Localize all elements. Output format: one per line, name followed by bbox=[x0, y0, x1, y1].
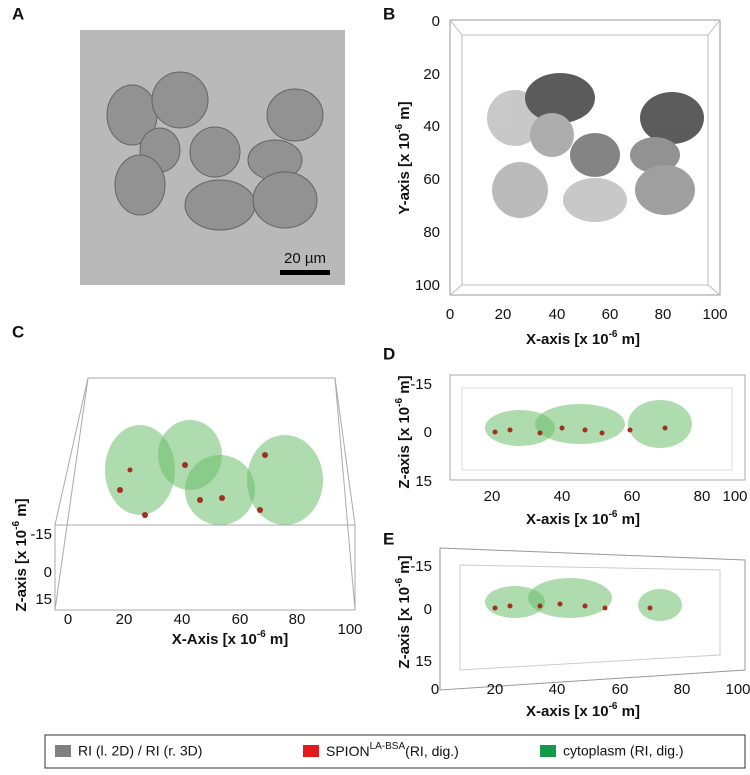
axis-title-text: X-Axis [x 10 bbox=[172, 631, 257, 648]
x-tick-label: 60 bbox=[602, 306, 619, 323]
axis-title-superscript: -6 bbox=[609, 329, 618, 340]
x-axis-title: X-axis [x 10-6 m] bbox=[526, 329, 640, 348]
panel-label: A bbox=[12, 4, 24, 23]
cells-2d bbox=[106, 71, 324, 231]
y-axis-title: Z-axis [x 10-6 m] bbox=[11, 498, 30, 611]
axis-title-text: X-axis [x 10 bbox=[526, 703, 609, 720]
x-tick-label: 0 bbox=[64, 611, 72, 628]
x-tick-label: 100 bbox=[722, 488, 747, 505]
plot-box bbox=[449, 374, 746, 481]
axis-title-text: Z-axis [x 10 bbox=[396, 587, 413, 669]
x-axis-title: X-axis [x 10-6 m] bbox=[526, 701, 640, 720]
x-tick-label: 40 bbox=[174, 611, 191, 628]
y-tick-label: 0 bbox=[424, 601, 432, 618]
axis-title-text: m] bbox=[396, 555, 413, 578]
y-tick-label: -15 bbox=[30, 526, 52, 543]
axis-title-superscript: -6 bbox=[609, 509, 618, 520]
x-tick-label: 80 bbox=[289, 611, 306, 628]
axis-title-superscript: -6 bbox=[11, 521, 22, 530]
x-tick-label: 40 bbox=[549, 681, 566, 698]
x-axis-title: X-Axis [x 10-6 m] bbox=[172, 629, 288, 648]
axis-title-superscript: -6 bbox=[394, 398, 405, 407]
legend-label: RI (l. 2D) / RI (r. 3D) bbox=[78, 743, 202, 759]
axis-title-text: m] bbox=[13, 498, 30, 521]
y-axis-title: Z-axis [x 10-6 m] bbox=[394, 555, 413, 668]
y-tick-label: 0 bbox=[424, 424, 432, 441]
x-tick-label: 80 bbox=[674, 681, 691, 698]
y-tick-label: 80 bbox=[423, 224, 440, 241]
axis-title-superscript: -6 bbox=[394, 124, 405, 133]
cells-3d bbox=[485, 578, 682, 621]
x-tick-label: 40 bbox=[549, 306, 566, 323]
x-tick-label: 100 bbox=[702, 306, 727, 323]
x-tick-label: 60 bbox=[232, 611, 249, 628]
axis-title-text: X-axis [x 10 bbox=[526, 511, 609, 528]
x-tick-label: 40 bbox=[554, 488, 571, 505]
plot-box bbox=[449, 19, 463, 296]
y-tick-label: -15 bbox=[410, 376, 432, 393]
axis-title-text: Z-axis [x 10 bbox=[13, 530, 30, 612]
legend-swatch bbox=[303, 745, 319, 757]
legend-superscript: LA-BSA bbox=[370, 741, 406, 752]
x-tick-label: 60 bbox=[612, 681, 629, 698]
axis-title-text: Z-axis [x 10 bbox=[396, 407, 413, 489]
axis-title-text: Y-axis [x 10 bbox=[396, 133, 413, 215]
legend-label: SPIONLA-BSA(RI, dig.) bbox=[326, 741, 459, 759]
x-tick-label: 20 bbox=[116, 611, 133, 628]
y-tick-label: -15 bbox=[410, 558, 432, 575]
y-tick-label: 60 bbox=[423, 171, 440, 188]
y-tick-label: 0 bbox=[432, 13, 440, 30]
x-tick-label: 0 bbox=[431, 681, 439, 698]
cells-3d bbox=[485, 400, 692, 448]
axis-title-text: m] bbox=[617, 511, 640, 528]
axis-title-text: m] bbox=[396, 101, 413, 124]
y-tick-label: 15 bbox=[35, 591, 52, 608]
legend-swatch bbox=[55, 745, 71, 757]
legend-swatch bbox=[540, 745, 556, 757]
axis-title-text: X-axis [x 10 bbox=[526, 331, 609, 348]
x-tick-label: 100 bbox=[337, 621, 362, 638]
plot-box bbox=[449, 19, 721, 296]
legend bbox=[44, 734, 746, 769]
x-tick-label: 20 bbox=[484, 488, 501, 505]
legend-text: SPION bbox=[326, 743, 370, 759]
cells-3d bbox=[105, 420, 323, 525]
y-tick-label: 15 bbox=[415, 473, 432, 490]
x-axis-title: X-axis [x 10-6 m] bbox=[526, 509, 640, 528]
axis-title-text: m] bbox=[617, 331, 640, 348]
panel-label: E bbox=[383, 529, 394, 548]
axis-title-text: m] bbox=[396, 375, 413, 398]
y-tick-label: 0 bbox=[44, 564, 52, 581]
y-tick-label: 40 bbox=[423, 118, 440, 135]
x-tick-label: 0 bbox=[446, 306, 454, 323]
y-tick-label: 20 bbox=[423, 66, 440, 83]
x-tick-label: 20 bbox=[487, 681, 504, 698]
panel-label: C bbox=[12, 322, 24, 341]
scale-bar bbox=[280, 270, 330, 275]
y-axis-title: Y-axis [x 10-6 m] bbox=[394, 101, 413, 214]
plot-box bbox=[707, 19, 721, 296]
axis-title-superscript: -6 bbox=[257, 629, 266, 640]
plot-box bbox=[54, 377, 356, 611]
legend-label: cytoplasm (RI, dig.) bbox=[563, 743, 684, 759]
x-tick-label: 80 bbox=[655, 306, 672, 323]
y-tick-label: 100 bbox=[415, 277, 440, 294]
scale-bar-label: 20 µm bbox=[284, 250, 326, 267]
x-tick-label: 80 bbox=[694, 488, 711, 505]
panel-label: D bbox=[383, 344, 395, 363]
x-tick-label: 20 bbox=[495, 306, 512, 323]
axis-title-superscript: -6 bbox=[394, 578, 405, 587]
axis-title-text: m] bbox=[617, 703, 640, 720]
x-tick-label: 60 bbox=[624, 488, 641, 505]
axis-title-superscript: -6 bbox=[609, 701, 618, 712]
panel-label: B bbox=[383, 4, 395, 23]
axis-title-text: m] bbox=[266, 631, 289, 648]
y-tick-label: 15 bbox=[415, 653, 432, 670]
cells-3d bbox=[487, 73, 704, 222]
plot-box bbox=[439, 547, 746, 691]
x-tick-label: 100 bbox=[725, 681, 750, 698]
legend-text: (RI, dig.) bbox=[405, 743, 459, 759]
y-axis-title: Z-axis [x 10-6 m] bbox=[394, 375, 413, 488]
